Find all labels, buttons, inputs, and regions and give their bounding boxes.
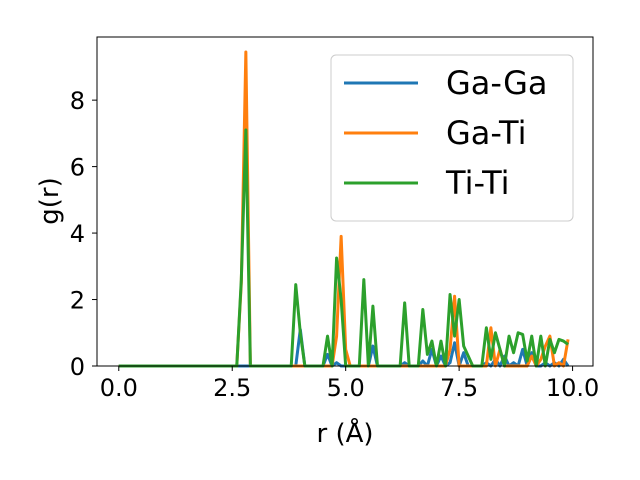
y-axis: 0 2 4 6 8 [70,87,97,381]
x-tick-label: 7.5 [440,374,478,402]
x-tick-label: 10.0 [546,374,599,402]
y-tick-label: 4 [70,220,85,248]
legend-label-ga-ti: Ga-Ti [446,114,526,152]
x-axis-label: r (Å) [316,417,373,449]
x-tick-label: 0.0 [100,374,138,402]
y-tick-label: 2 [70,287,85,315]
legend: Ga-Ga Ga-Ti Ti-Ti [330,54,574,222]
y-axis-label: g(r) [35,177,65,224]
y-tick-label: 0 [70,353,85,381]
plot-frame [96,36,594,367]
y-tick-label: 6 [70,154,85,182]
legend-label-ti-ti: Ti-Ti [445,164,510,202]
y-tick-label: 8 [70,87,85,115]
x-axis: 0.0 2.5 5.0 7.5 10.0 [100,366,599,402]
x-tick-label: 5.0 [327,374,365,402]
legend-box [330,54,574,222]
legend-label-ga-ga: Ga-Ga [446,64,548,102]
x-tick-label: 2.5 [213,374,251,402]
